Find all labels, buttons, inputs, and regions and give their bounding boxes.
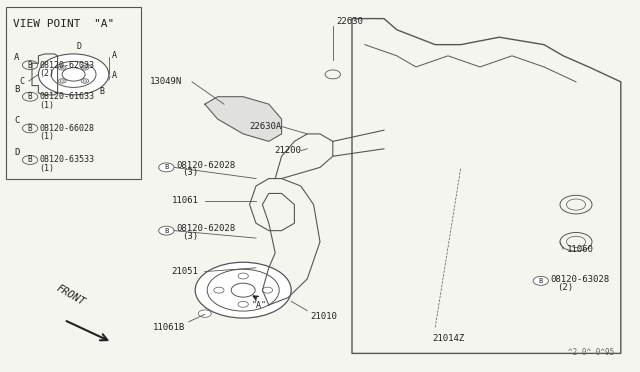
Text: FRONT: FRONT [54,283,86,307]
Text: B: B [164,164,168,170]
Text: A: A [112,51,117,60]
Text: 11060: 11060 [566,245,593,254]
Text: A: A [112,71,117,80]
Circle shape [159,163,174,172]
Circle shape [159,226,174,235]
Text: B: B [164,228,168,234]
Circle shape [60,80,64,82]
Text: (3): (3) [182,169,198,177]
Text: (3): (3) [182,232,198,241]
Circle shape [83,67,87,69]
Text: ^2 0^ 0^95: ^2 0^ 0^95 [568,348,614,357]
Text: (1): (1) [40,164,54,173]
Text: C: C [19,77,24,86]
Text: B: B [28,92,33,101]
Text: VIEW POINT  "A": VIEW POINT "A" [13,19,114,29]
Text: 21010: 21010 [310,312,337,321]
Text: (1): (1) [40,132,54,141]
Circle shape [38,54,109,95]
Text: B: B [99,87,104,96]
Text: D: D [14,148,19,157]
Text: 13049N: 13049N [150,77,182,86]
Text: (2): (2) [557,283,573,292]
Text: 21200: 21200 [274,146,301,155]
Text: B: B [28,61,33,70]
Bar [6,7,141,179]
Text: (2): (2) [40,69,54,78]
Text: B: B [28,155,33,164]
Text: 21014Z: 21014Z [432,334,464,343]
Text: 21051: 21051 [172,267,198,276]
Text: C: C [14,116,19,125]
Text: 08120-63028: 08120-63028 [550,275,609,283]
Text: B: B [28,124,33,133]
Circle shape [60,67,64,69]
Text: D: D [77,42,82,51]
Text: 22630A: 22630A [250,122,282,131]
Text: 22630: 22630 [336,17,363,26]
Text: B: B [539,278,543,284]
Text: 08120-66028: 08120-66028 [40,124,95,133]
Text: A: A [14,53,19,62]
Text: (1): (1) [40,101,54,110]
Text: 08120-63533: 08120-63533 [40,155,95,164]
Text: 11061B: 11061B [154,323,186,331]
Text: 08120-62028: 08120-62028 [176,224,235,233]
Circle shape [195,262,291,318]
Text: 08120-62033: 08120-62033 [40,61,95,70]
Text: 08120-62028: 08120-62028 [176,161,235,170]
Text: 08120-61633: 08120-61633 [40,92,95,101]
Circle shape [198,310,211,317]
Text: 11061: 11061 [172,196,198,205]
Text: "A": "A" [252,301,267,310]
Circle shape [83,80,87,82]
Text: B: B [14,85,19,94]
Circle shape [533,276,548,285]
Polygon shape [205,97,282,141]
